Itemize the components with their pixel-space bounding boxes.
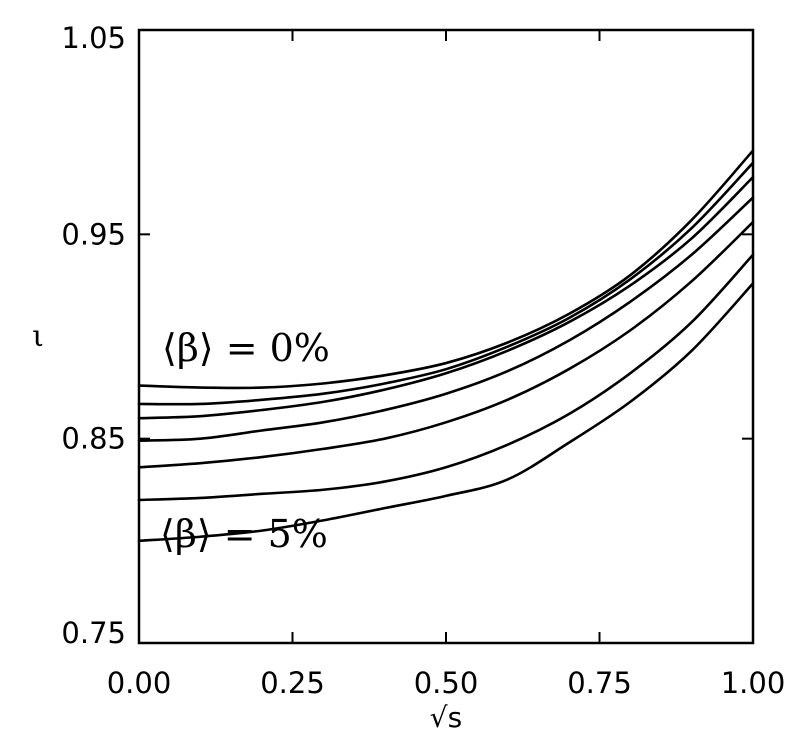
- x-tick-labels: 0.00 0.25 0.50 0.75 1.00: [107, 666, 786, 700]
- ticks: [138, 29, 754, 644]
- series-group: [137, 149, 755, 543]
- series-line-1: [137, 161, 755, 406]
- y-tick-label: 1.05: [61, 21, 126, 55]
- x-tick-label: 0.75: [567, 666, 632, 700]
- y-tick-label: 0.85: [61, 422, 126, 456]
- series-line-5: [137, 253, 755, 502]
- x-axis-label: √s: [430, 701, 462, 734]
- series-line-0: [137, 149, 755, 390]
- y-tick-labels: 0.75 0.85 0.95 1.05: [61, 21, 126, 650]
- series-line-4: [137, 220, 755, 469]
- y-axis-label: ι: [32, 319, 44, 354]
- y-tick-label: 0.95: [61, 217, 126, 251]
- x-tick-label: 0.25: [260, 666, 325, 700]
- series-line-3: [137, 196, 755, 443]
- annotation-bottom: ⟨β⟩ = 5%: [160, 512, 328, 556]
- y-tick-label: 0.75: [61, 616, 126, 650]
- x-tick-label: 1.00: [721, 666, 786, 700]
- series-line-6: [137, 282, 755, 543]
- x-tick-label: 0.00: [107, 666, 172, 700]
- x-tick-label: 0.50: [414, 666, 479, 700]
- series-line-2: [137, 175, 755, 420]
- annotation-top: ⟨β⟩ = 0%: [162, 326, 330, 370]
